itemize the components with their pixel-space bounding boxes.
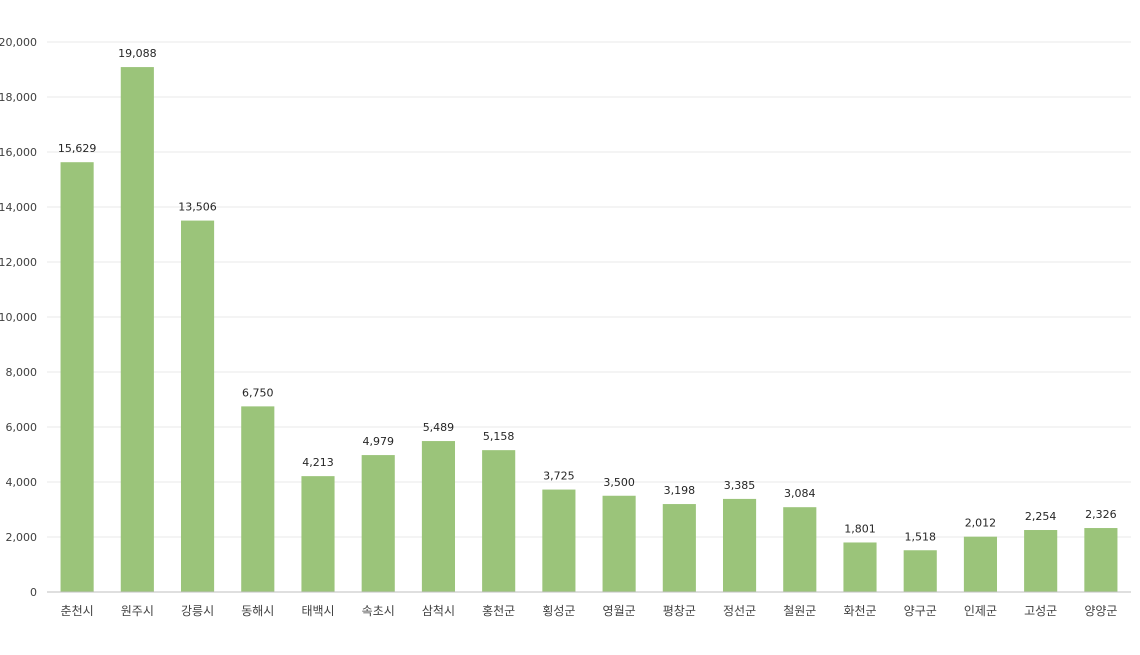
x-axis-ticks: 춘천시 원주시 강릉시 동해시 태백시 속초시 삼척시 홍천군 횡성군 영월군 평창군 정선군 철원군 화… (61, 603, 1118, 618)
data-label: 3,500 (603, 476, 635, 489)
data-label: 15,629 (58, 142, 97, 155)
y-tick-label: 2,000 (6, 531, 38, 544)
y-tick-label: 16,000 (0, 146, 37, 159)
x-tick-label: 속초시 (362, 604, 395, 618)
x-tick-label: 강릉시 (181, 604, 214, 618)
y-tick-label: 0 (30, 586, 37, 599)
data-label: 5,158 (483, 430, 515, 443)
bar (963, 536, 998, 592)
data-label: 2,012 (965, 517, 997, 530)
bar (60, 162, 94, 592)
x-tick-label: 홍천군 (482, 603, 515, 618)
x-tick-label: 삼척시 (422, 604, 455, 618)
x-tick-label: 철원군 (783, 604, 816, 618)
y-axis-ticks: 0 2,000 4,000 6,000 8,000 10,000 12,000 14,000 1… (0, 36, 37, 599)
bar (120, 67, 154, 592)
data-labels: 15,629 19,088 13,506 6,750 4,213 4,979 5,489 5,… (58, 47, 1117, 543)
bar (1084, 528, 1118, 592)
data-label: 2,254 (1025, 510, 1057, 523)
data-label: 3,198 (664, 484, 696, 497)
x-tick-label: 영월군 (603, 604, 636, 618)
y-tick-label: 4,000 (6, 476, 38, 489)
x-tick-label: 정선군 (723, 604, 756, 618)
x-tick-label: 평창군 (663, 604, 696, 618)
bar (843, 542, 877, 592)
data-label: 4,213 (302, 456, 334, 469)
y-tick-label: 10,000 (0, 311, 37, 324)
y-tick-label: 6,000 (6, 421, 38, 434)
x-tick-label: 춘천시 (61, 603, 94, 618)
data-label: 3,084 (784, 487, 816, 500)
data-label: 3,725 (543, 470, 575, 483)
data-label: 13,506 (178, 201, 217, 214)
bar (180, 220, 215, 592)
y-tick-label: 18,000 (0, 91, 37, 104)
bar (1024, 530, 1058, 592)
x-tick-label: 양구군 (904, 604, 937, 618)
y-tick-label: 14,000 (0, 201, 37, 214)
x-tick-label: 태백시 (301, 604, 334, 618)
x-tick-label: 원주시 (121, 604, 154, 618)
y-tick-label: 20,000 (0, 36, 37, 49)
y-tick-label: 8,000 (6, 366, 38, 379)
bar (722, 498, 757, 592)
x-tick-label: 횡성군 (542, 604, 575, 618)
x-tick-label: 화천군 (843, 603, 876, 618)
x-tick-label: 고성군 (1024, 604, 1057, 618)
data-label: 6,750 (242, 386, 274, 399)
x-tick-label: 인제군 (964, 604, 997, 618)
data-label: 4,979 (362, 435, 394, 448)
bar (662, 504, 696, 592)
gridlines (47, 41, 1131, 538)
bar (602, 495, 636, 592)
bar (903, 550, 937, 592)
bar (421, 441, 456, 592)
data-label: 19,088 (118, 47, 157, 60)
bar (783, 507, 817, 592)
x-tick-label: 양양군 (1084, 604, 1117, 618)
x-tick-label: 동해시 (241, 604, 274, 618)
data-label: 3,385 (724, 479, 756, 492)
bar (361, 455, 395, 592)
data-label: 1,801 (844, 522, 876, 535)
data-label: 1,518 (904, 530, 936, 543)
y-tick-label: 12,000 (0, 256, 37, 269)
bar (482, 450, 516, 592)
bar (301, 476, 335, 592)
data-label: 5,489 (423, 421, 455, 434)
data-label: 2,326 (1085, 508, 1117, 521)
bars (60, 67, 1118, 592)
bar (241, 406, 275, 592)
bar (542, 489, 576, 592)
